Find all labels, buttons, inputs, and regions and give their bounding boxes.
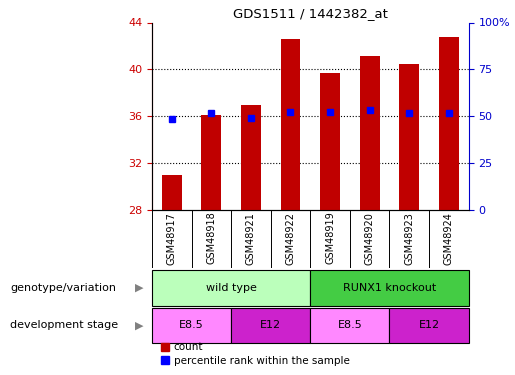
Text: wild type: wild type: [205, 283, 256, 293]
Text: GSM48924: GSM48924: [444, 212, 454, 265]
Text: ▶: ▶: [135, 320, 143, 330]
Bar: [320, 73, 340, 210]
Bar: [152, 308, 231, 343]
Bar: [152, 270, 310, 306]
Text: GSM48921: GSM48921: [246, 212, 256, 265]
Text: E8.5: E8.5: [337, 320, 362, 330]
Bar: [231, 308, 310, 343]
Text: GSM48920: GSM48920: [365, 212, 375, 265]
Bar: [281, 39, 300, 210]
Bar: [360, 57, 380, 210]
Text: development stage: development stage: [10, 320, 118, 330]
Text: ▶: ▶: [135, 283, 143, 293]
Legend: count, percentile rank within the sample: count, percentile rank within the sample: [157, 338, 354, 370]
Bar: [310, 308, 389, 343]
Title: GDS1511 / 1442382_at: GDS1511 / 1442382_at: [233, 7, 388, 20]
Text: E8.5: E8.5: [179, 320, 204, 330]
Bar: [310, 270, 469, 306]
Bar: [399, 63, 419, 210]
Text: E12: E12: [419, 320, 440, 330]
Bar: [439, 37, 459, 210]
Text: genotype/variation: genotype/variation: [10, 283, 116, 293]
Text: GSM48917: GSM48917: [167, 212, 177, 265]
Text: GSM48919: GSM48919: [325, 212, 335, 264]
Text: GSM48923: GSM48923: [404, 212, 414, 265]
Text: RUNX1 knockout: RUNX1 knockout: [343, 283, 436, 293]
Bar: [201, 115, 221, 210]
Bar: [389, 308, 469, 343]
Text: GSM48922: GSM48922: [285, 212, 296, 265]
Bar: [162, 175, 182, 210]
Text: GSM48918: GSM48918: [207, 212, 216, 264]
Bar: [241, 105, 261, 210]
Text: E12: E12: [260, 320, 281, 330]
